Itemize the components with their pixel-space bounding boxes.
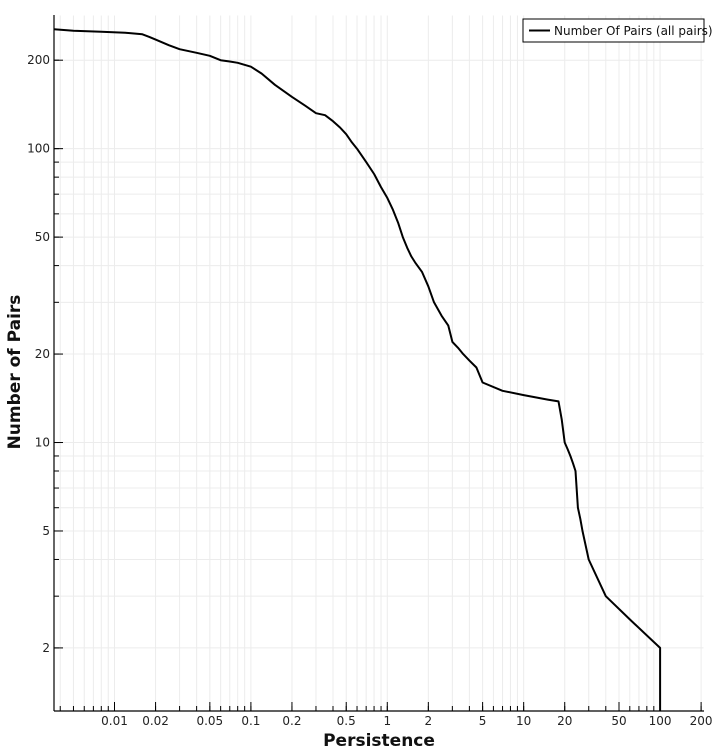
y-ticks: 2 5 10 20 50 100 200 — [27, 53, 63, 655]
x-tick-label: 2 — [425, 714, 433, 728]
y-tick-label: 5 — [42, 524, 50, 538]
x-tick-label: 50 — [611, 714, 626, 728]
axes — [53, 15, 704, 712]
x-tick-label: 0.01 — [101, 714, 128, 728]
x-axis-title: Persistence — [323, 731, 435, 751]
x-tick-label: 200 — [690, 714, 713, 728]
x-tick-label: 5 — [479, 714, 487, 728]
x-tick-label: 0.1 — [241, 714, 260, 728]
y-axis-title: Number of Pairs — [5, 295, 25, 450]
series-group — [53, 28, 662, 711]
legend: Number Of Pairs (all pairs) — [522, 18, 713, 43]
y-tick-label: 50 — [35, 230, 50, 244]
legend-label: Number Of Pairs (all pairs) — [554, 24, 713, 38]
y-tick-label: 10 — [35, 436, 50, 450]
x-ticks: 0.01 0.02 0.05 0.1 0.2 0.5 1 2 5 10 20 50 100 200 — [59, 702, 713, 728]
legend-box — [522, 18, 705, 43]
x-tick-label: 0.5 — [337, 714, 356, 728]
y-tick-label: 100 — [27, 142, 50, 156]
x-tick-label: 0.2 — [282, 714, 301, 728]
x-tick-label: 20 — [557, 714, 572, 728]
x-tick-label: 100 — [649, 714, 672, 728]
y-tick-label: 2 — [42, 641, 50, 655]
grid — [54, 15, 704, 711]
x-tick-label: 0.02 — [142, 714, 169, 728]
y-tick-label: 200 — [27, 53, 50, 67]
plot-area-border — [53, 14, 705, 712]
series-line — [53, 28, 662, 711]
y-tick-label: 20 — [35, 347, 50, 361]
x-tick-label: 0.05 — [196, 714, 223, 728]
x-tick-label: 10 — [516, 714, 531, 728]
x-tick-label: 1 — [383, 714, 391, 728]
